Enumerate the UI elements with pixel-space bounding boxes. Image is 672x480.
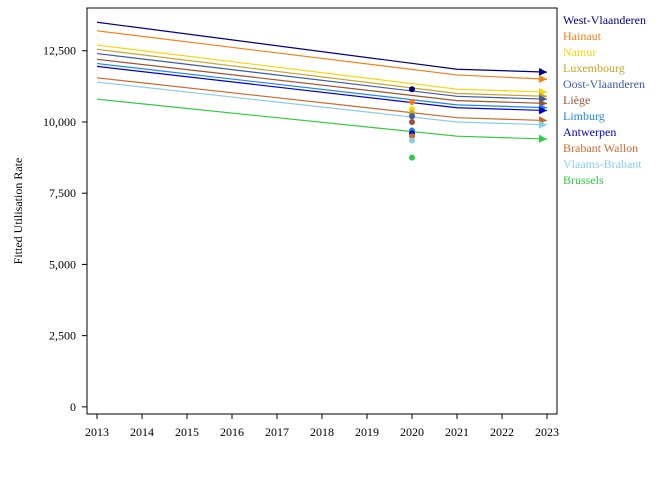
x-tick-label: 2022 [490,425,514,439]
series-line-li-ge [96,58,548,105]
series-arrow-antwerpen [538,106,547,115]
legend-entry-brussels: Brussels [563,173,604,187]
legend-entry-west-vlaanderen: West-Vlaanderen [563,13,646,27]
legend-entry-hainaut: Hainaut [563,29,602,43]
x-tick-label: 2013 [85,425,109,439]
legend: West-Vlaanderen Hainaut Namur Luxembourg Oos… [563,13,646,187]
y-tick-label: 10,000 [43,115,76,129]
x-tick-label: 2019 [355,425,379,439]
legend-entry-limburg: Limburg [563,109,605,123]
series-line-oost-vlaanderen [96,52,548,100]
x-tick-label: 2018 [310,425,334,439]
x-tick-label: 2023 [535,425,559,439]
observed-point-li-ge [409,118,415,125]
series-arrow-brussels [538,134,547,143]
series-arrow-hainaut [538,74,547,83]
observed-point-brussels [409,154,415,161]
plot-frame [86,7,558,415]
legend-entry-oost-vlaanderen: Oost-Vlaanderen [563,77,645,91]
series-line-luxembourg [96,48,548,97]
observed-point-oost-vlaanderen [409,113,415,120]
series-line-west-vlaanderen [96,21,548,73]
y-tick-label: 7,500 [49,186,76,200]
observed-point-vlaams-brabant [409,137,415,144]
series-lines [96,21,548,143]
y-axis: 0 2,500 5,000 7,500 10,000 12,500 [43,44,87,414]
x-tick-label: 2020 [400,425,424,439]
y-axis-title: Fitted Utilisation Rate [11,158,25,265]
observed-point-west-vlaanderen [409,86,415,93]
x-tick-label: 2016 [220,425,244,439]
series-line-limburg [96,62,548,109]
y-tick-label: 5,000 [49,257,76,271]
legend-entry-brabant-wallon: Brabant Wallon [563,141,638,155]
series-arrow-vlaams-brabant [538,120,547,129]
legend-entry-vlaams-brabant: Vlaams-Brabant [563,157,642,171]
x-tick-label: 2015 [175,425,199,439]
series-line-brabant-wallon [96,77,548,122]
y-tick-label: 12,500 [43,44,76,58]
series-line-antwerpen [96,65,548,112]
legend-entry-luxembourg: Luxembourg [563,61,625,75]
series-line-brussels [96,98,548,140]
legend-entry-li-ge: Liège [563,93,590,107]
observed-point-namur [409,106,415,113]
series-line-hainaut [96,30,548,80]
x-axis: 2013 2014 2015 2016 2017 2018 2019 2020 2021 2022… [85,414,559,439]
x-tick-label: 2017 [265,425,289,439]
x-tick-label: 2014 [130,425,154,439]
series-points [409,86,415,161]
legend-entry-namur: Namur [563,45,596,59]
y-tick-label: 2,500 [49,329,76,343]
y-tick-label: 0 [70,400,76,414]
observed-point-brabant-wallon [409,133,415,140]
legend-entry-antwerpen: Antwerpen [563,125,616,139]
series-arrow-west-vlaanderen [538,67,547,76]
series-line-vlaams-brabant [96,81,548,126]
x-tick-label: 2021 [445,425,469,439]
series-line-namur [96,44,548,93]
observed-point-hainaut [409,99,415,106]
